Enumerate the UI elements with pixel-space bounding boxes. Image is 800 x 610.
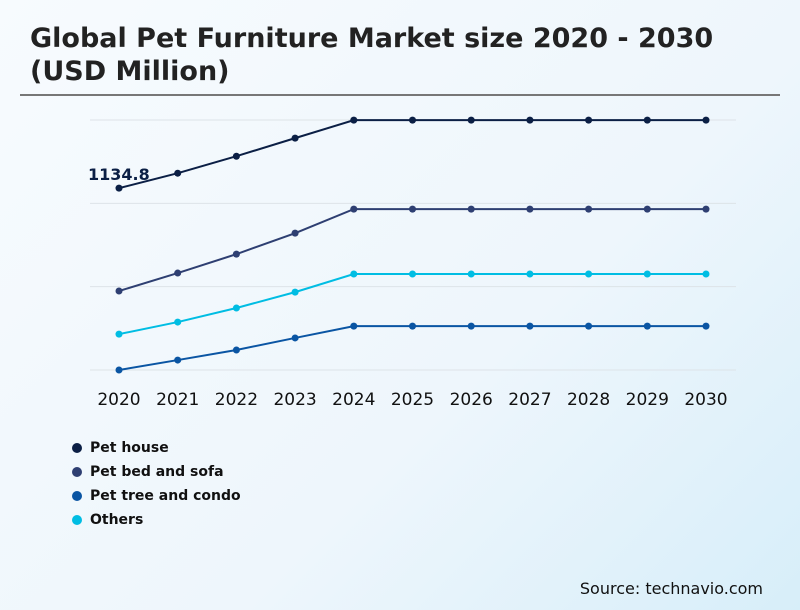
x-tick-label: 2020 [97, 390, 140, 410]
data-point [409, 205, 416, 213]
x-tick-label: 2025 [391, 390, 434, 410]
x-tick-label: 2028 [567, 390, 610, 410]
data-point [291, 229, 299, 237]
data-point [350, 205, 358, 213]
data-point [702, 116, 710, 124]
data-point [174, 356, 182, 364]
data-point [585, 116, 593, 124]
data-point [350, 270, 358, 278]
legend-swatch [72, 491, 82, 501]
data-point [467, 322, 475, 330]
data-point [526, 116, 534, 124]
data-point [702, 270, 710, 278]
legend-label: Pet tree and condo [90, 488, 241, 504]
x-tick-label: 2021 [156, 390, 199, 410]
data-point [585, 270, 593, 278]
data-point [643, 205, 651, 213]
data-point [115, 330, 123, 338]
legend-label: Others [90, 512, 144, 528]
data-point [174, 318, 182, 326]
data-point [232, 346, 240, 354]
legend-item: Others [72, 508, 241, 532]
data-point [409, 116, 416, 124]
x-tick-label: 2027 [508, 390, 551, 410]
x-tick-label: 2024 [332, 390, 375, 410]
data-point [467, 205, 475, 213]
data-point [232, 250, 240, 258]
source-note: Source: technavio.com [579, 579, 763, 598]
data-point [291, 134, 299, 142]
data-point [115, 366, 123, 374]
data-point [526, 322, 534, 330]
legend-item: Pet bed and sofa [72, 460, 241, 484]
data-point [702, 205, 710, 213]
x-tick-label: 2026 [450, 390, 493, 410]
legend-item: Pet tree and condo [72, 484, 241, 508]
data-point [467, 270, 475, 278]
legend-item: Pet house [72, 436, 241, 460]
series-line [118, 325, 706, 371]
data-point [174, 169, 182, 177]
data-point [526, 205, 534, 213]
data-point [350, 116, 358, 124]
data-point [409, 322, 416, 330]
series-line [118, 208, 706, 292]
data-point [174, 269, 182, 277]
data-point [643, 322, 651, 330]
data-point [232, 304, 240, 312]
data-point [643, 116, 651, 124]
legend-label: Pet house [90, 440, 169, 456]
data-point [702, 322, 710, 330]
series-line [118, 119, 706, 190]
data-point [291, 334, 299, 342]
data-point [585, 322, 593, 330]
x-tick-label: 2030 [684, 390, 727, 410]
data-point [350, 322, 358, 330]
data-point [232, 152, 240, 160]
data-label: 1134.8 [88, 165, 150, 184]
title-divider [20, 94, 780, 96]
x-tick-label: 2029 [626, 390, 669, 410]
data-point [467, 116, 475, 124]
data-point [115, 287, 123, 295]
legend-swatch [72, 443, 82, 453]
x-tick-label: 2022 [215, 390, 258, 410]
legend-label: Pet bed and sofa [90, 464, 224, 480]
data-point [409, 270, 416, 278]
x-tick-label: 2023 [273, 390, 316, 410]
chart-title: Global Pet Furniture Market size 2020 - … [30, 23, 714, 87]
legend-swatch [72, 515, 82, 525]
data-point [291, 288, 299, 296]
data-point [585, 205, 593, 213]
data-point [643, 270, 651, 278]
data-point [526, 270, 534, 278]
legend-swatch [72, 467, 82, 477]
data-point [115, 184, 123, 192]
legend: Pet house Pet bed and sofa Pet tree and … [72, 436, 241, 532]
